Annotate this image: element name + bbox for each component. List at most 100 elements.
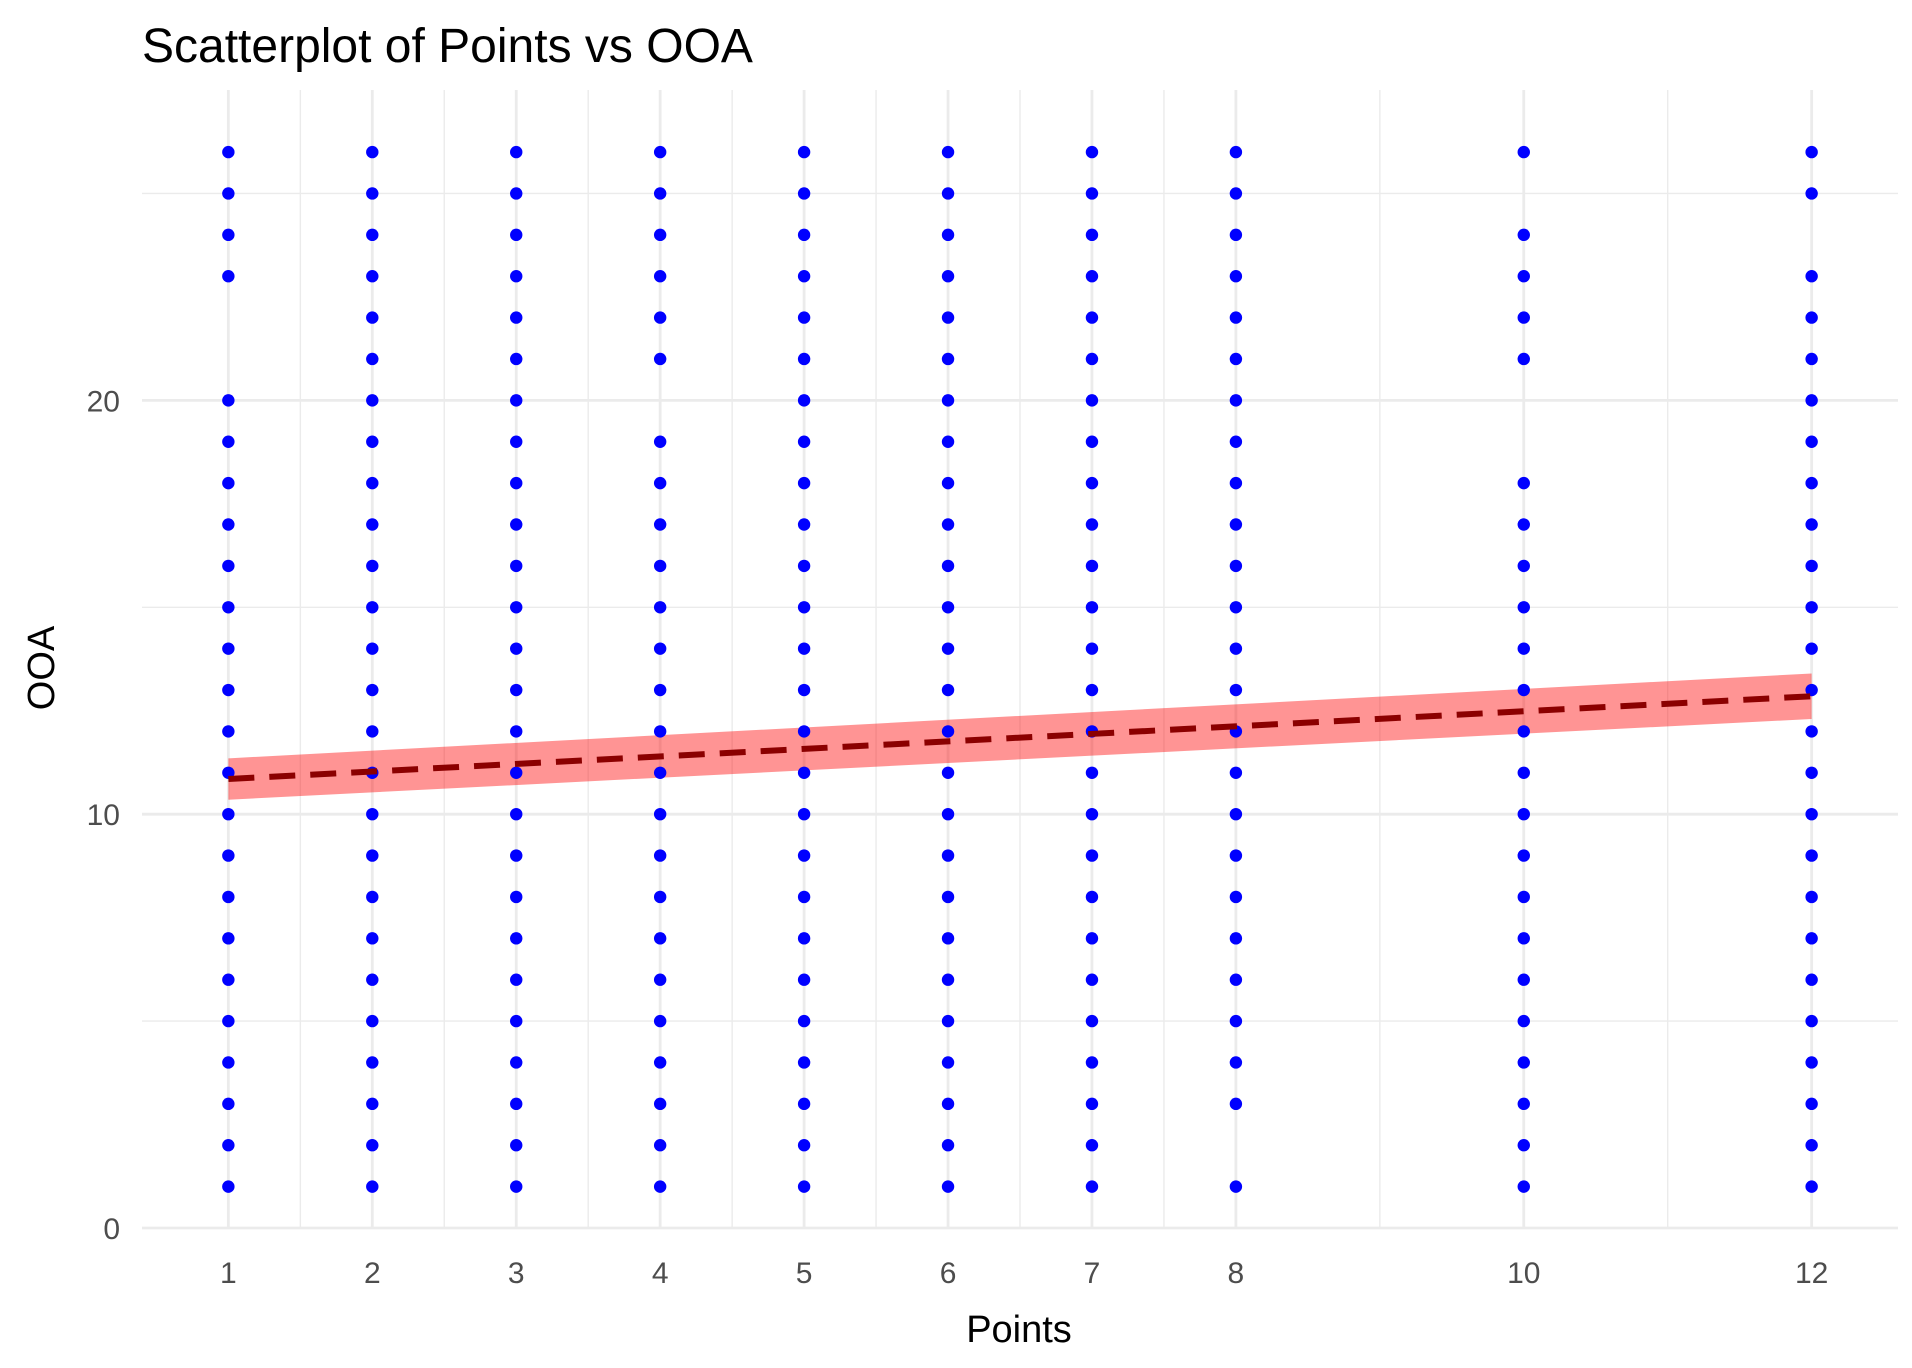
data-point (1229, 849, 1243, 862)
x-tick-label: 7 (1084, 1257, 1101, 1290)
data-point (510, 518, 523, 531)
data-point (653, 518, 667, 531)
data-point (941, 1139, 955, 1152)
data-point (366, 435, 379, 448)
data-point (366, 518, 379, 531)
data-point (1805, 270, 1818, 283)
data-point (1229, 932, 1243, 945)
data-point (1517, 766, 1530, 779)
data-point (797, 807, 811, 821)
data-point (1085, 807, 1099, 821)
data-point (1085, 601, 1099, 614)
data-point (1229, 1180, 1243, 1193)
data-point (1085, 270, 1099, 283)
data-point (941, 1056, 955, 1069)
data-point (1229, 807, 1243, 821)
data-point (1085, 1180, 1099, 1193)
data-point (797, 1014, 811, 1028)
data-point (1229, 518, 1243, 531)
data-point (222, 270, 235, 283)
data-point (366, 807, 379, 821)
data-point (222, 725, 235, 738)
data-point (1805, 311, 1818, 324)
data-point (797, 1056, 811, 1069)
chart-title: Scatterplot of Points vs OOA (142, 20, 753, 73)
data-point (366, 890, 379, 904)
data-point (941, 187, 955, 200)
data-point (653, 932, 667, 945)
grid (142, 90, 1898, 1230)
data-point (510, 394, 523, 407)
data-point (222, 601, 235, 614)
data-point (1085, 890, 1099, 904)
data-point (1229, 435, 1243, 448)
data-point (510, 145, 523, 159)
data-point (1229, 766, 1243, 779)
data-point (797, 352, 811, 366)
data-point (797, 559, 811, 573)
data-point (941, 642, 955, 655)
data-point (366, 973, 379, 986)
data-point (941, 435, 955, 448)
data-point (941, 518, 955, 531)
x-axis-ticks: 1 2 3 4 5 6 7 8 10 12 (220, 1257, 1828, 1290)
data-point (1517, 890, 1530, 904)
data-point (1229, 1097, 1243, 1111)
data-point (1517, 1014, 1530, 1028)
data-point (1085, 1097, 1099, 1111)
data-point (366, 559, 379, 573)
data-point (941, 311, 955, 324)
data-point (653, 311, 667, 324)
data-point (1517, 973, 1530, 986)
data-point (222, 394, 235, 407)
data-point (653, 228, 667, 242)
y-tick-label: 10 (87, 799, 120, 832)
data-point (1805, 1180, 1818, 1193)
data-point (653, 145, 667, 159)
data-point (941, 932, 955, 945)
data-point (1085, 228, 1099, 242)
data-point (1085, 145, 1099, 159)
data-point (1517, 683, 1530, 697)
data-point (510, 849, 523, 862)
data-point (510, 1056, 523, 1069)
y-axis-title: OOA (21, 625, 63, 710)
data-point (941, 352, 955, 366)
data-point (1085, 766, 1099, 779)
data-point (366, 311, 379, 324)
data-point (941, 1180, 955, 1193)
data-point (653, 352, 667, 366)
data-point (366, 228, 379, 242)
data-point (1085, 683, 1099, 697)
data-point (222, 145, 235, 159)
data-point (1805, 1097, 1818, 1111)
data-point (653, 1139, 667, 1152)
data-point (222, 807, 235, 821)
data-point (653, 973, 667, 986)
data-point (510, 973, 523, 986)
data-point (941, 683, 955, 697)
data-point (222, 849, 235, 862)
data-point (797, 228, 811, 242)
data-point (1229, 642, 1243, 655)
data-point (222, 890, 235, 904)
data-point (366, 601, 379, 614)
data-point (510, 559, 523, 573)
data-point (222, 559, 235, 573)
data-point (222, 683, 235, 697)
data-point (653, 1056, 667, 1069)
data-point (941, 228, 955, 242)
data-point (941, 270, 955, 283)
data-point (1517, 270, 1530, 283)
data-point (653, 559, 667, 573)
data-point (1805, 518, 1818, 531)
data-point (941, 601, 955, 614)
data-point (941, 1014, 955, 1028)
x-tick-label: 8 (1228, 1257, 1245, 1290)
data-point (1229, 559, 1243, 573)
data-point (510, 601, 523, 614)
data-point (797, 145, 811, 159)
data-point (1517, 559, 1530, 573)
data-point (797, 394, 811, 407)
